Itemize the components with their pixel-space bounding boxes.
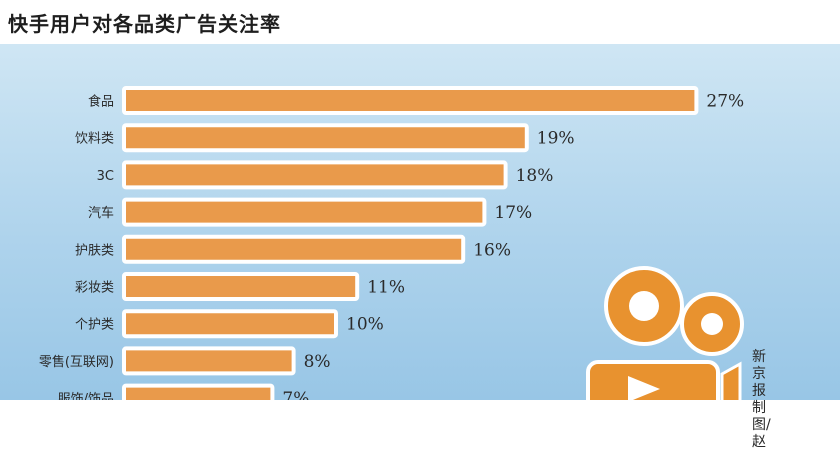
bar-chart: 食品 27% 饮料类 19% 3C 18% 汽车 17% 护肤类 16% 彩妆类 11% 个护类 10% 零… [39,86,744,400]
category-label-3: 汽车 [88,205,114,221]
bar-0 [122,86,699,115]
bar-4 [122,234,466,264]
value-label-3: 17% [494,203,532,223]
value-label-8: 7% [282,389,309,400]
chart-panel: 食品 27% 饮料类 19% 3C 18% 汽车 17% 护肤类 16% 彩妆类 11% 个护类 10% 零… [0,44,840,450]
category-label-4: 护肤类 [75,243,114,258]
credit-text: 新京报制图/赵 [752,349,771,450]
value-label-0: 27% [706,92,744,112]
bar-2 [122,160,508,190]
kuaishou-camera-logo-icon [586,266,744,400]
value-label-5: 11% [367,278,405,298]
bar-7 [122,346,296,376]
bar-5 [122,272,360,301]
value-label-4: 16% [473,240,511,260]
bar-3 [122,197,487,227]
category-label-6: 个护类 [75,318,114,333]
chart-title: 快手用户对各品类广告关注率 [8,12,281,36]
value-label-7: 8% [304,352,331,372]
category-label-8: 服饰/饰品 [58,392,114,400]
category-label-7: 零售(互联网) [39,354,114,370]
value-label-6: 10% [346,315,384,335]
bar-8 [122,383,275,400]
bar-1 [122,123,529,153]
category-label-0: 食品 [88,94,114,110]
value-label-2: 18% [516,166,554,186]
value-label-1: 19% [537,129,575,149]
category-label-2: 3C [97,169,114,184]
category-label-1: 饮料类 [75,132,114,147]
category-label-5: 彩妆类 [75,281,114,296]
bar-6 [122,309,338,339]
